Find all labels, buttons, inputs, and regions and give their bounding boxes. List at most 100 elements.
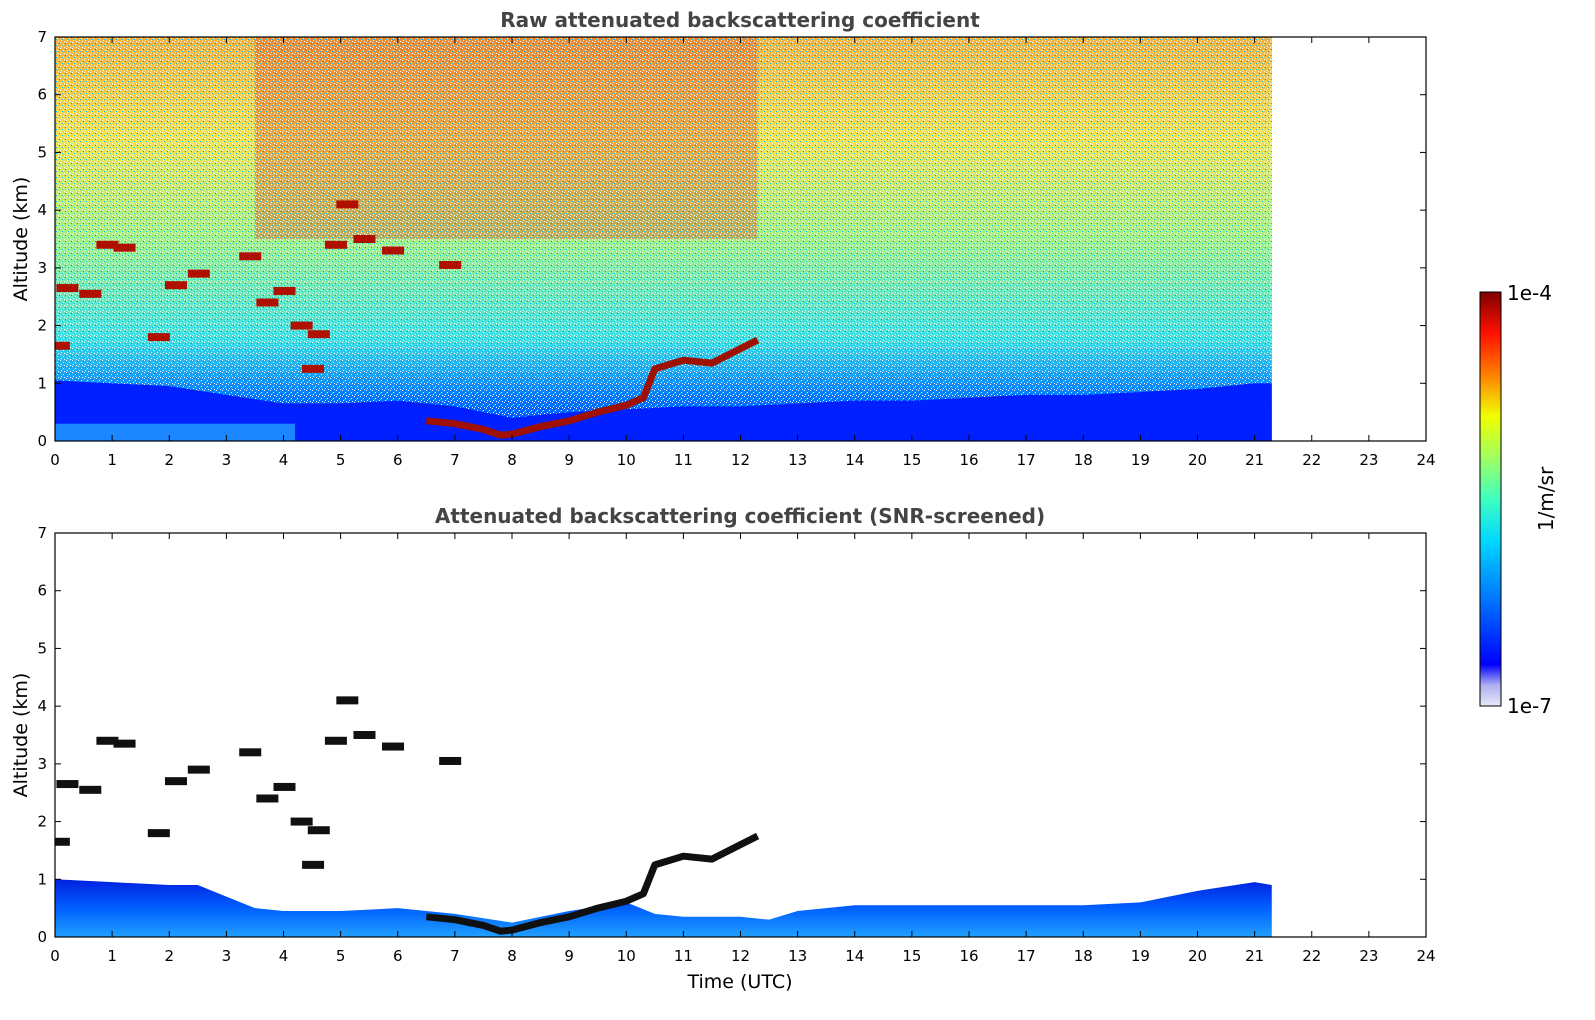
x-tick-label: 16 [959, 947, 978, 965]
x-tick-label: 0 [50, 947, 60, 965]
screened-boundary-layer [55, 879, 1272, 937]
cloud-patch [79, 785, 102, 794]
x-tick-label: 15 [902, 451, 921, 469]
cloud-patch [239, 748, 262, 757]
x-tick-label: 11 [674, 947, 693, 965]
x-tick-label: 6 [393, 451, 403, 469]
cloud-layer [425, 336, 760, 439]
cloud-layer [425, 832, 760, 935]
y-axis-label: Altitude (km) [10, 177, 32, 302]
y-tick-label: 0 [37, 928, 47, 946]
x-tick-label: 2 [164, 451, 174, 469]
y-axis-label: Altitude (km) [10, 673, 32, 798]
x-tick-label: 11 [674, 451, 693, 469]
cloud-patch [239, 252, 262, 261]
cloud-patch [290, 321, 313, 330]
x-tick-label: 13 [788, 451, 807, 469]
raw-backscatter-panel: Raw attenuated backscattering coefficien… [10, 8, 1436, 469]
y-tick-label: 1 [37, 374, 47, 392]
cloud-patch [147, 333, 170, 342]
cloud-patch [302, 364, 325, 373]
x-tick-label: 4 [279, 947, 289, 965]
y-tick-label: 7 [37, 28, 47, 46]
x-tick-label: 1 [107, 451, 117, 469]
cloud-patch [96, 736, 119, 745]
cloud-patch [147, 829, 170, 838]
x-tick-label: 16 [959, 451, 978, 469]
cloud-patch [353, 235, 376, 243]
x-tick-label: 10 [617, 947, 636, 965]
x-tick-label: 17 [1017, 451, 1036, 469]
y-tick-label: 5 [37, 639, 47, 657]
x-tick-label: 14 [845, 947, 864, 965]
cloud-patch [164, 281, 187, 290]
x-tick-label: 10 [617, 451, 636, 469]
colorbar: 1e-4 1e-7 1/m/sr [1479, 281, 1558, 718]
cloud-patch [382, 742, 405, 751]
x-tick-label: 24 [1416, 451, 1435, 469]
x-tick-label: 19 [1131, 947, 1150, 965]
cloud-patch [187, 269, 210, 278]
x-tick-label: 22 [1302, 947, 1321, 965]
cloud-patch [55, 837, 70, 846]
cloud-patch [96, 240, 119, 249]
x-tick-label: 9 [564, 451, 574, 469]
cloud-patch [113, 243, 136, 252]
colorbar-max-label: 1e-4 [1507, 281, 1552, 305]
y-tick-label: 5 [37, 143, 47, 161]
x-tick-label: 3 [222, 947, 232, 965]
x-tick-label: 7 [450, 947, 460, 965]
cloud-patch [56, 284, 79, 293]
noise-texture [55, 37, 1272, 441]
plot-area [55, 37, 1272, 441]
y-axis: 0 1 2 3 4 5 6 7 [37, 28, 1426, 450]
y-tick-label: 2 [37, 317, 47, 335]
cloud-patch [187, 765, 210, 774]
x-tick-label: 2 [164, 947, 174, 965]
surface-aerosol [55, 423, 295, 441]
cloud-patch [79, 289, 102, 298]
y-tick-label: 2 [37, 813, 47, 831]
y-axis: 0 1 2 3 4 5 6 7 [37, 524, 1426, 946]
x-tick-label: 12 [731, 947, 750, 965]
cloud-patch [164, 777, 187, 786]
cloud-patch [336, 200, 359, 209]
x-axis: 0 1 2 3 4 5 6 7 8 9 10 11 12 13 14 15 16 17 18 19 20 21 22 23 24 [50, 533, 1436, 965]
colorbar-unit-label: 1/m/sr [1534, 466, 1558, 531]
x-tick-label: 8 [507, 451, 517, 469]
cloud-patch [113, 739, 136, 748]
plot-area [55, 696, 1272, 937]
boundary-layer [55, 380, 1272, 441]
x-tick-label: 20 [1188, 947, 1207, 965]
chart-title: Raw attenuated backscattering coefficien… [500, 8, 980, 32]
x-tick-label: 3 [222, 451, 232, 469]
y-tick-label: 0 [37, 432, 47, 450]
x-tick-label: 17 [1017, 947, 1036, 965]
y-tick-label: 6 [37, 582, 47, 600]
cloud-patch [307, 330, 330, 339]
x-tick-label: 23 [1359, 947, 1378, 965]
x-tick-label: 8 [507, 947, 517, 965]
cloud-patch [55, 341, 70, 350]
cloud-patch [302, 860, 325, 869]
cloud-patch [324, 736, 347, 745]
x-tick-label: 6 [393, 947, 403, 965]
y-tick-label: 3 [37, 755, 47, 773]
y-tick-label: 4 [37, 697, 47, 715]
cloud-patch [439, 756, 462, 765]
x-tick-label: 23 [1359, 451, 1378, 469]
x-tick-label: 19 [1131, 451, 1150, 469]
x-tick-label: 7 [450, 451, 460, 469]
x-tick-label: 0 [50, 451, 60, 469]
x-tick-label: 5 [336, 451, 346, 469]
cloud-patch [256, 298, 279, 307]
x-axis: 0 1 2 3 4 5 6 7 8 9 10 11 12 13 14 15 16 17 18 19 20 21 22 23 24 [50, 37, 1436, 469]
x-tick-label: 21 [1245, 947, 1264, 965]
cloud-patch [273, 286, 296, 295]
y-tick-label: 4 [37, 201, 47, 219]
x-tick-label: 18 [1074, 451, 1093, 469]
x-tick-label: 12 [731, 451, 750, 469]
cloud-patch [324, 240, 347, 249]
x-tick-label: 18 [1074, 947, 1093, 965]
